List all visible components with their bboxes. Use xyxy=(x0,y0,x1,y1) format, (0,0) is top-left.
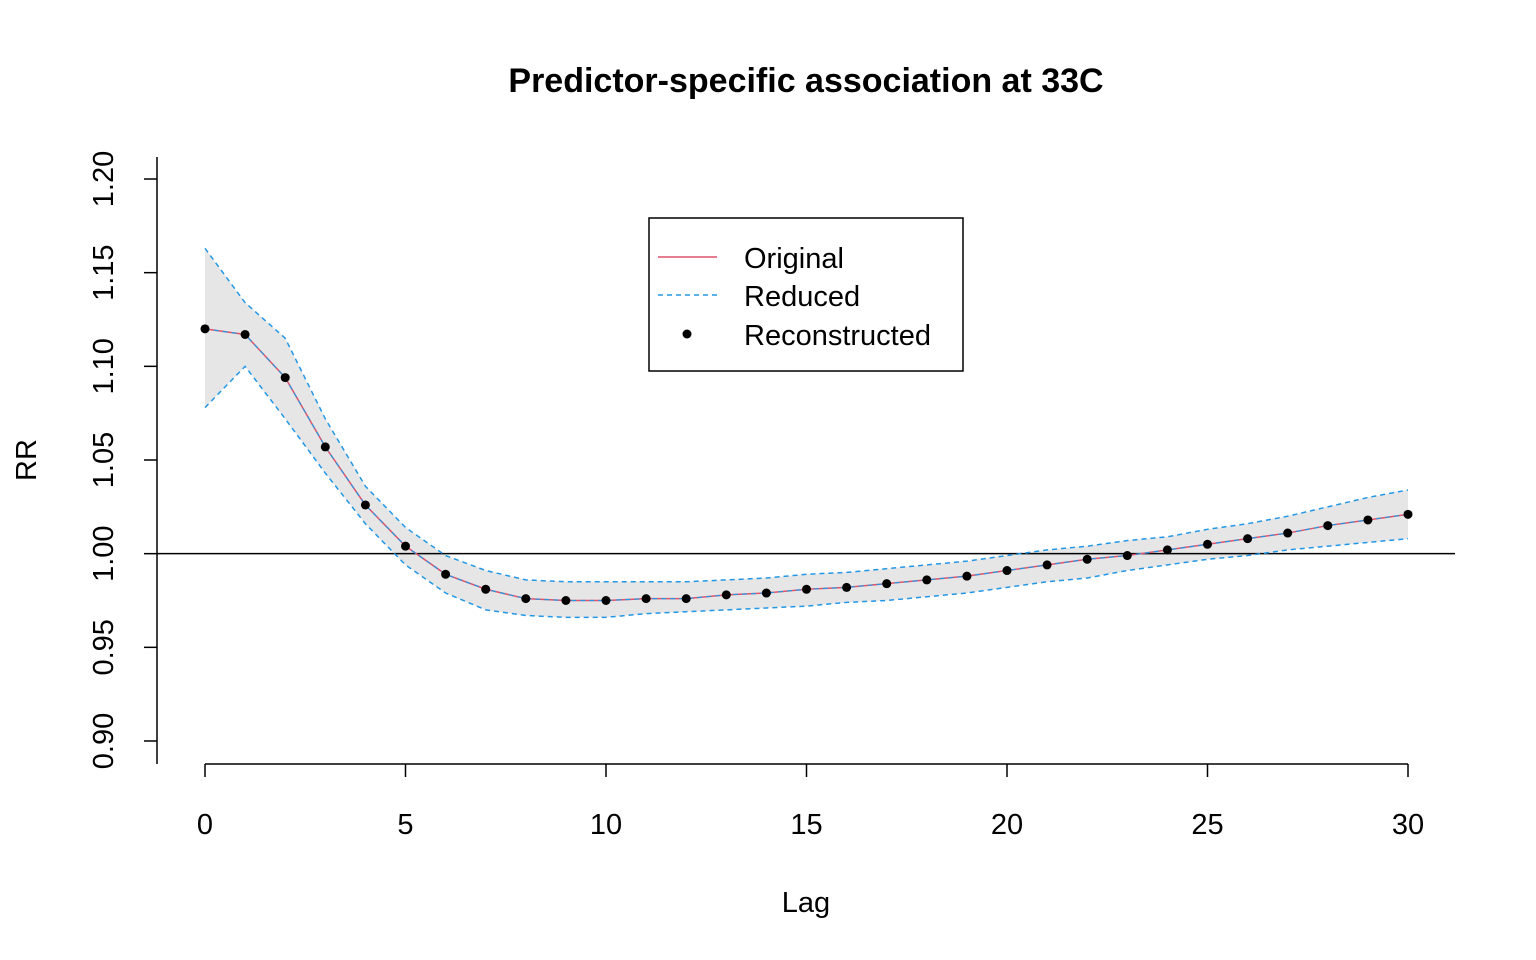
series-reconstructed-point xyxy=(200,324,210,334)
series-reconstructed-point xyxy=(360,500,370,510)
series-reconstructed-point xyxy=(481,584,491,594)
series-reduced-upper xyxy=(204,247,1409,583)
series-reconstructed-point xyxy=(681,594,691,604)
series-reconstructed-point xyxy=(1403,509,1413,519)
x-axis-label: Lag xyxy=(782,887,830,919)
series-reconstructed-point xyxy=(441,569,451,579)
series-reconstructed-point xyxy=(1122,551,1132,561)
y-tick-label: 0.90 xyxy=(88,713,120,769)
series-reconstructed-point xyxy=(1243,534,1253,544)
y-tick-label: 1.05 xyxy=(88,432,120,488)
x-tick-label: 0 xyxy=(197,809,213,841)
x-tick-label: 5 xyxy=(397,809,413,841)
x-tick-label: 25 xyxy=(1191,809,1223,841)
series-reconstructed-point xyxy=(1162,545,1172,555)
series-reconstructed-point xyxy=(721,590,731,600)
chart-title: Predictor-specific association at 33C xyxy=(508,62,1103,100)
y-tick-label: 1.10 xyxy=(88,338,120,394)
series-reconstructed-point xyxy=(561,596,571,605)
series-reconstructed-point xyxy=(1082,554,1092,564)
series-reconstructed-point xyxy=(1323,521,1333,531)
legend-swatch-reconstructed xyxy=(682,329,692,339)
series-reconstructed-point xyxy=(641,594,651,604)
legend-box xyxy=(648,217,964,372)
series-reconstructed-point xyxy=(842,582,852,592)
series-reconstructed-point xyxy=(761,588,771,598)
legend-label-reconstructed: Reconstructed xyxy=(744,320,931,352)
x-tick-label: 30 xyxy=(1392,809,1424,841)
legend-label-original: Original xyxy=(744,243,844,275)
series-reconstructed-point xyxy=(240,329,250,339)
series-reconstructed-point xyxy=(401,541,410,551)
series-reconstructed-point xyxy=(280,373,290,383)
y-tick-label: 1.00 xyxy=(88,525,120,581)
series-reconstructed-point xyxy=(601,596,611,605)
series-reconstructed-point xyxy=(1042,560,1052,570)
series-reconstructed-point xyxy=(521,594,531,604)
series-reconstructed-point xyxy=(1363,515,1373,525)
series-reconstructed-point xyxy=(802,584,811,594)
series-reconstructed-point xyxy=(1203,539,1212,549)
legend-label-reduced: Reduced xyxy=(744,281,860,313)
plot-area xyxy=(157,247,1455,619)
x-tick-label: 15 xyxy=(790,809,822,841)
series-reconstructed-point xyxy=(1283,528,1293,538)
series-reconstructed-point xyxy=(882,579,892,589)
x-tick-label: 10 xyxy=(590,809,622,841)
y-axis-ticks: 0.90 0.95 1.00 1.05 1.10 1.15 1.20 xyxy=(88,151,157,769)
legend: Original Reduced Reconstructed xyxy=(648,217,964,372)
x-tick-label: 20 xyxy=(991,809,1023,841)
y-axis-label: RR xyxy=(11,439,43,481)
x-axis-ticks: 0 5 10 15 20 25 30 xyxy=(197,764,1424,841)
series-reconstructed-point xyxy=(320,442,330,452)
series-reconstructed-point xyxy=(962,571,972,581)
series-reconstructed-point xyxy=(922,575,932,585)
y-tick-label: 0.95 xyxy=(88,619,120,675)
y-tick-label: 1.20 xyxy=(88,151,120,207)
y-tick-label: 1.15 xyxy=(88,244,120,300)
series-reconstructed-point xyxy=(1002,566,1012,576)
